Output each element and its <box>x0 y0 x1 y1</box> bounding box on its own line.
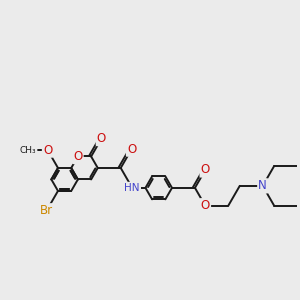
Text: O: O <box>201 164 210 176</box>
Text: O: O <box>73 150 83 163</box>
Text: O: O <box>201 199 210 212</box>
Text: Br: Br <box>40 204 53 217</box>
Text: HN: HN <box>124 183 140 193</box>
Text: O: O <box>97 132 106 145</box>
Text: O: O <box>43 144 52 157</box>
Text: CH₃: CH₃ <box>20 146 36 154</box>
Text: O: O <box>127 142 136 156</box>
Text: N: N <box>258 179 267 192</box>
